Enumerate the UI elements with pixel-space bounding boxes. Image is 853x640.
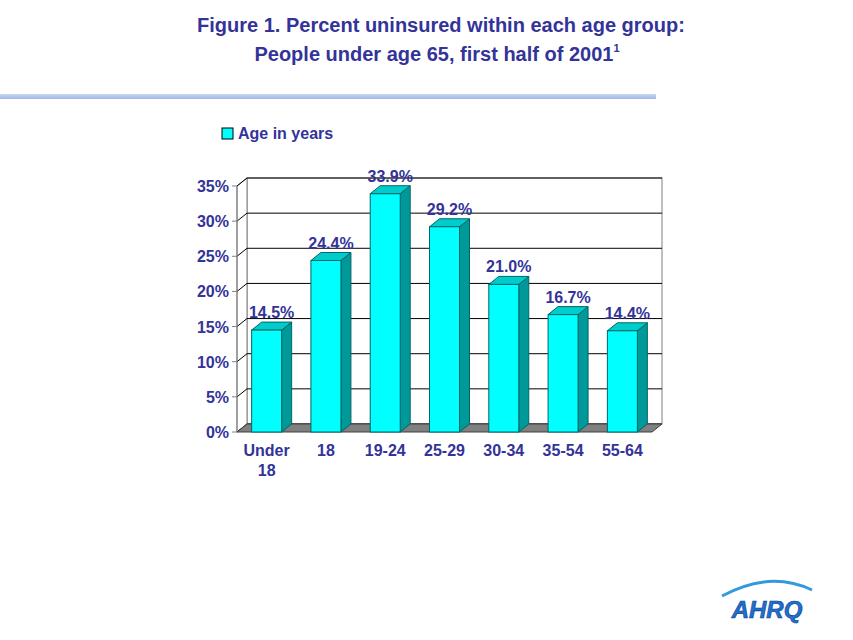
x-axis: Under 18 18 19-24 25-29 30-34 35-54 55-64 (244, 442, 643, 479)
bar-front (252, 330, 282, 432)
bar (252, 322, 292, 432)
bar-side (282, 322, 292, 432)
legend: Age in years (222, 125, 333, 142)
x-tick-label: 30-34 (483, 442, 524, 459)
bar-top (311, 253, 351, 261)
legend-swatch (222, 128, 233, 139)
legend-label: Age in years (238, 125, 333, 142)
bar-side (400, 186, 410, 432)
subtitle-text: People under age 65, first half of 2001 (254, 43, 613, 65)
x-tick-label-line: 25-29 (424, 442, 465, 459)
bar-front (548, 315, 578, 432)
y-tick-label: 10% (197, 354, 229, 371)
x-tick-label: 18 (317, 442, 335, 459)
bar-front (489, 284, 519, 432)
bar-side (341, 253, 351, 432)
y-tick (232, 256, 237, 257)
data-label: 16.7% (545, 289, 590, 306)
y-axis: 0% 5% 10% 15% 20% 25% 30% 35% (197, 178, 662, 441)
y-tick-label: 0% (206, 424, 229, 441)
bar-side (519, 276, 529, 432)
bar (370, 186, 410, 432)
bar (489, 276, 529, 432)
logo-swoosh (722, 581, 812, 596)
bar-top (489, 276, 529, 284)
y-tick-label: 20% (197, 283, 229, 300)
x-tick-label: 19-24 (365, 442, 406, 459)
bars (252, 186, 648, 432)
data-label: 21.0% (486, 258, 531, 275)
y-tick-label: 35% (197, 178, 229, 195)
data-label: 24.4% (308, 235, 353, 252)
x-tick-label: Under 18 (244, 442, 290, 479)
x-tick-label: 55-64 (602, 442, 643, 459)
bar (430, 219, 470, 432)
y-tick (232, 186, 237, 187)
chart: Figure 1. Percent uninsured within each … (0, 0, 853, 640)
title: Figure 1. Percent uninsured within each … (197, 14, 685, 36)
bar-front (607, 331, 637, 432)
x-tick-label-line: 19-24 (365, 442, 406, 459)
logo-text: AHRQ (731, 596, 803, 623)
bar-top (252, 322, 292, 330)
x-tick-label-line: 30-34 (483, 442, 524, 459)
bar-top (370, 186, 410, 194)
logo: AHRQ (722, 581, 812, 623)
y-tick-label: 5% (206, 389, 229, 406)
data-labels: 14.5% 24.4% 33.9% 29.2% 21.0% 16.7% 14.4% (249, 168, 650, 322)
bar-front (370, 194, 400, 432)
bar-side (637, 323, 647, 432)
title-footnote: 1 (613, 42, 619, 54)
x-tick-label-line: 18 (258, 462, 276, 479)
bar (607, 323, 647, 432)
plot-side-wall (237, 178, 247, 432)
bar-top (607, 323, 647, 331)
bar (548, 307, 588, 432)
y-tick-label: 15% (197, 319, 229, 336)
bar-side (460, 219, 470, 432)
subtitle: People under age 65, first half of 20011 (254, 42, 619, 65)
bar-top (430, 219, 470, 227)
grid-line (237, 178, 662, 186)
y-tick (232, 326, 237, 327)
data-label: 14.5% (249, 304, 294, 321)
data-label: 29.2% (427, 201, 472, 218)
x-tick-label: 35-54 (543, 442, 584, 459)
bar-side (578, 307, 588, 432)
x-tick-label-line: 35-54 (543, 442, 584, 459)
title-rule (0, 94, 656, 99)
y-tick-label: 25% (197, 248, 229, 265)
bar-front (311, 261, 341, 432)
bar-top (548, 307, 588, 315)
x-tick-label-line: 18 (317, 442, 335, 459)
y-tick (232, 221, 237, 222)
bar (311, 253, 351, 432)
x-tick-label: 25-29 (424, 442, 465, 459)
y-tick (232, 361, 237, 362)
y-tick (232, 396, 237, 397)
data-label: 33.9% (368, 168, 413, 185)
bar-front (430, 227, 460, 432)
y-axis-line (237, 186, 238, 432)
data-label: 14.4% (605, 305, 650, 322)
y-tick (232, 291, 237, 292)
x-tick-label-line: Under (244, 442, 290, 459)
y-tick-label: 30% (197, 213, 229, 230)
x-tick-label-line: 55-64 (602, 442, 643, 459)
